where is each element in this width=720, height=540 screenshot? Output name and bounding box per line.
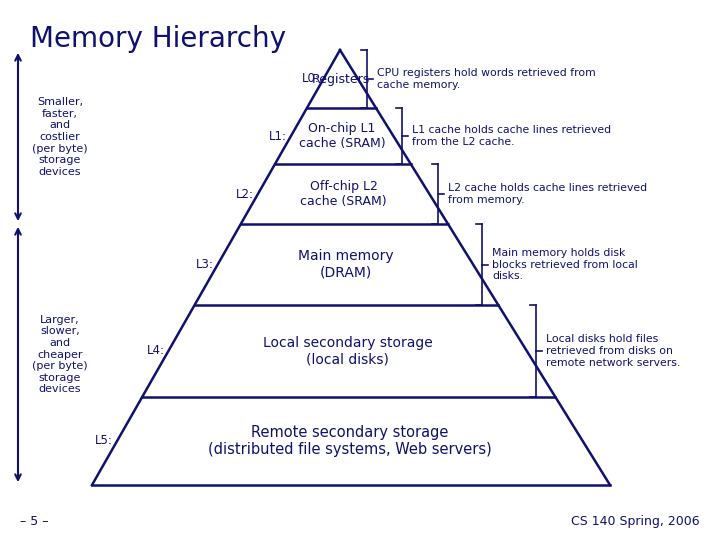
Text: L5:: L5: [95,435,113,448]
Text: L2:: L2: [236,187,254,200]
Text: Off-chip L2
cache (SRAM): Off-chip L2 cache (SRAM) [300,180,387,208]
Text: L4:: L4: [146,345,164,357]
Text: Main memory holds disk
blocks retrieved from local
disks.: Main memory holds disk blocks retrieved … [492,248,638,281]
Text: L2 cache holds cache lines retrieved
from memory.: L2 cache holds cache lines retrieved fro… [449,183,647,205]
Text: L1:: L1: [269,130,287,143]
Text: Local secondary storage
(local disks): Local secondary storage (local disks) [263,336,433,366]
Text: Main memory
(DRAM): Main memory (DRAM) [297,249,393,280]
Text: L1 cache holds cache lines retrieved
from the L2 cache.: L1 cache holds cache lines retrieved fro… [413,125,611,147]
Text: Local disks hold files
retrieved from disks on
remote network servers.: Local disks hold files retrieved from di… [546,334,680,368]
Text: – 5 –: – 5 – [20,515,48,528]
Text: Remote secondary storage
(distributed file systems, Web servers): Remote secondary storage (distributed fi… [208,425,492,457]
Text: Memory Hierarchy: Memory Hierarchy [30,25,286,53]
Text: CPU registers hold words retrieved from
cache memory.: CPU registers hold words retrieved from … [377,68,595,90]
Text: Registers: Registers [312,72,370,85]
Text: On-chip L1
cache (SRAM): On-chip L1 cache (SRAM) [299,122,385,150]
Text: Smaller,
faster,
and
costlier
(per byte)
storage
devices: Smaller, faster, and costlier (per byte)… [32,97,88,177]
Text: L3:: L3: [196,258,214,271]
Text: Larger,
slower,
and
cheaper
(per byte)
storage
devices: Larger, slower, and cheaper (per byte) s… [32,315,88,394]
Text: CS 140 Spring, 2006: CS 140 Spring, 2006 [572,515,700,528]
Text: L0:: L0: [302,72,320,85]
